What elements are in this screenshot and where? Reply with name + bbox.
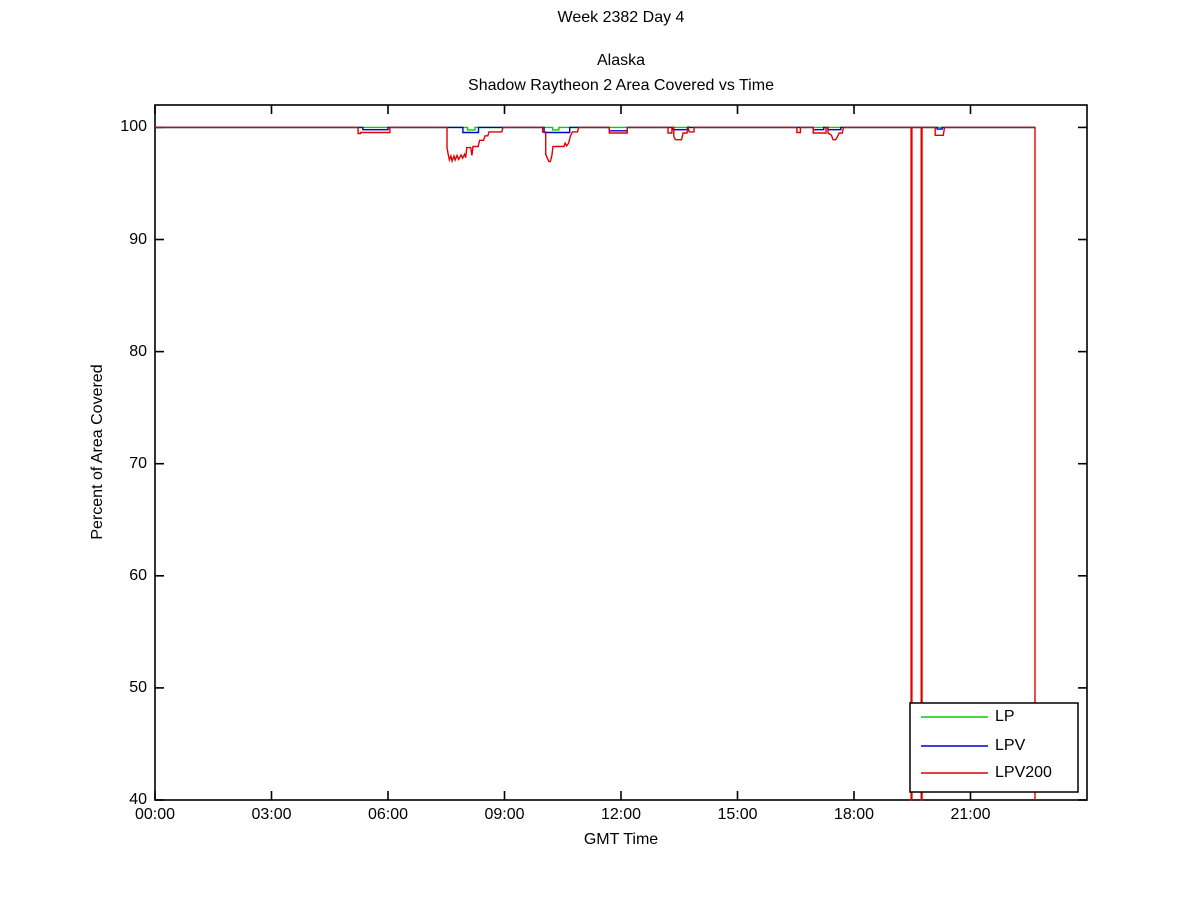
y-tick-label: 60 bbox=[129, 566, 147, 584]
x-tick-label: 21:00 bbox=[950, 806, 991, 823]
legend-label-lpv: LPV bbox=[995, 737, 1026, 754]
x-tick-label: 00:00 bbox=[134, 806, 176, 823]
chart-title-line1: Alaska bbox=[596, 52, 646, 69]
chart-title: Alaska Shadow Raytheon 2 Area Covered vs… bbox=[155, 48, 1087, 98]
legend-box bbox=[909, 702, 1079, 793]
series-lpv bbox=[155, 126, 1035, 134]
chart-title-line2: Shadow Raytheon 2 Area Covered vs Time bbox=[468, 77, 774, 94]
y-tick-label: 50 bbox=[129, 678, 147, 696]
figure-suptitle: Week 2382 Day 4 bbox=[557, 9, 685, 26]
x-tick-label: 06:00 bbox=[367, 806, 409, 823]
y-tick-label: 100 bbox=[120, 118, 147, 136]
x-tick-label: 12:00 bbox=[600, 806, 642, 823]
x-tick-label: 03:00 bbox=[251, 806, 292, 823]
x-axis-label: GMT Time bbox=[583, 831, 659, 848]
legend-label-lp: LP bbox=[995, 708, 1015, 725]
x-tick-label: 09:00 bbox=[484, 806, 525, 823]
y-tick-label: 80 bbox=[129, 342, 147, 360]
y-tick-label: 70 bbox=[129, 454, 147, 472]
x-tick-label: 15:00 bbox=[717, 806, 758, 823]
y-axis-label: Percent of Area Covered bbox=[89, 364, 106, 540]
y-tick-label: 40 bbox=[129, 791, 147, 808]
plot-border bbox=[154, 104, 1088, 801]
legend-label-lpv200: LPV200 bbox=[995, 764, 1052, 781]
series-lpv200 bbox=[155, 125, 1036, 801]
y-tick-label: 90 bbox=[129, 230, 147, 248]
x-tick-label: 18:00 bbox=[833, 806, 875, 823]
